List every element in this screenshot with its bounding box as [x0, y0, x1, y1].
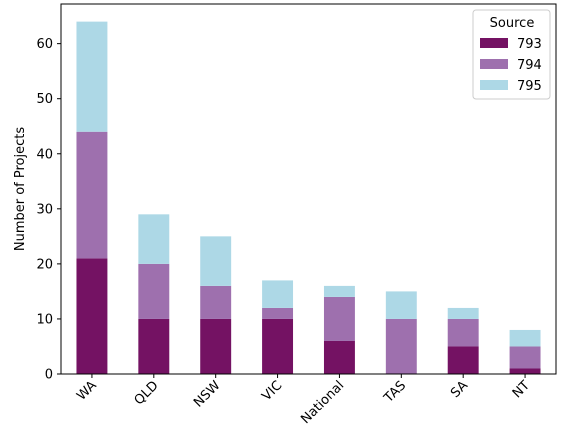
y-tick-label: 20 [36, 257, 53, 272]
legend-swatch-794 [480, 59, 508, 69]
y-tick-label: 0 [45, 368, 53, 383]
legend-swatch-793 [480, 38, 508, 48]
y-tick-label: 60 [36, 37, 53, 52]
bar-nt-795 [509, 329, 541, 347]
bar-wa-793 [76, 258, 108, 375]
x-tick-label-qld: QLD [132, 378, 162, 408]
legend-label-795: 795 [517, 79, 542, 94]
y-tick-label: 10 [36, 312, 53, 327]
bar-sa-794 [447, 318, 479, 347]
bar-national-794 [323, 296, 355, 341]
bar-nt-793 [509, 368, 541, 374]
y-tick-label: 50 [36, 92, 53, 107]
bar-wa-794 [76, 131, 108, 259]
y-axis: 0 10 20 30 40 50 60 [36, 37, 61, 383]
bar-qld-794 [138, 263, 170, 319]
bar-vic-793 [262, 318, 294, 374]
bar-wa-795 [76, 21, 108, 132]
x-tick-label-tas: TAS [381, 378, 409, 406]
legend: Source 793 794 795 [472, 9, 551, 100]
y-tick-label: 30 [36, 202, 53, 217]
bar-nt-794 [509, 346, 541, 369]
legend-swatch-795 [480, 80, 508, 90]
bar-national-793 [323, 340, 355, 374]
bars-layer [76, 21, 541, 375]
x-tick-label-vic: VIC [259, 378, 285, 404]
legend-title: Source [490, 16, 535, 31]
bar-nsw-795 [200, 236, 232, 286]
bar-sa-795 [447, 307, 479, 319]
bar-tas-795 [385, 291, 417, 319]
bar-sa-793 [447, 346, 479, 374]
bar-nsw-794 [200, 285, 232, 319]
y-axis-title: Number of Projects [13, 127, 28, 251]
legend-label-793: 793 [517, 37, 542, 52]
bar-qld-793 [138, 318, 170, 374]
x-tick-label-nt: NT [510, 378, 533, 401]
bar-qld-795 [138, 214, 170, 264]
legend-box [472, 9, 551, 100]
x-tick-label-national: National [298, 378, 347, 427]
bar-nsw-793 [200, 318, 232, 374]
bar-national-795 [323, 285, 355, 297]
plot-frame [60, 3, 557, 375]
bar-tas-794 [385, 318, 417, 374]
y-tick-label: 40 [36, 147, 53, 162]
bar-vic-795 [262, 280, 294, 308]
x-axis: WA QLD NSW VIC National TAS SA NT [74, 374, 533, 427]
x-tick-label-sa: SA [448, 378, 471, 401]
x-tick-label-wa: WA [74, 378, 100, 404]
bar-vic-794 [262, 307, 294, 319]
legend-label-794: 794 [517, 58, 542, 73]
x-tick-label-nsw: NSW [191, 378, 224, 411]
